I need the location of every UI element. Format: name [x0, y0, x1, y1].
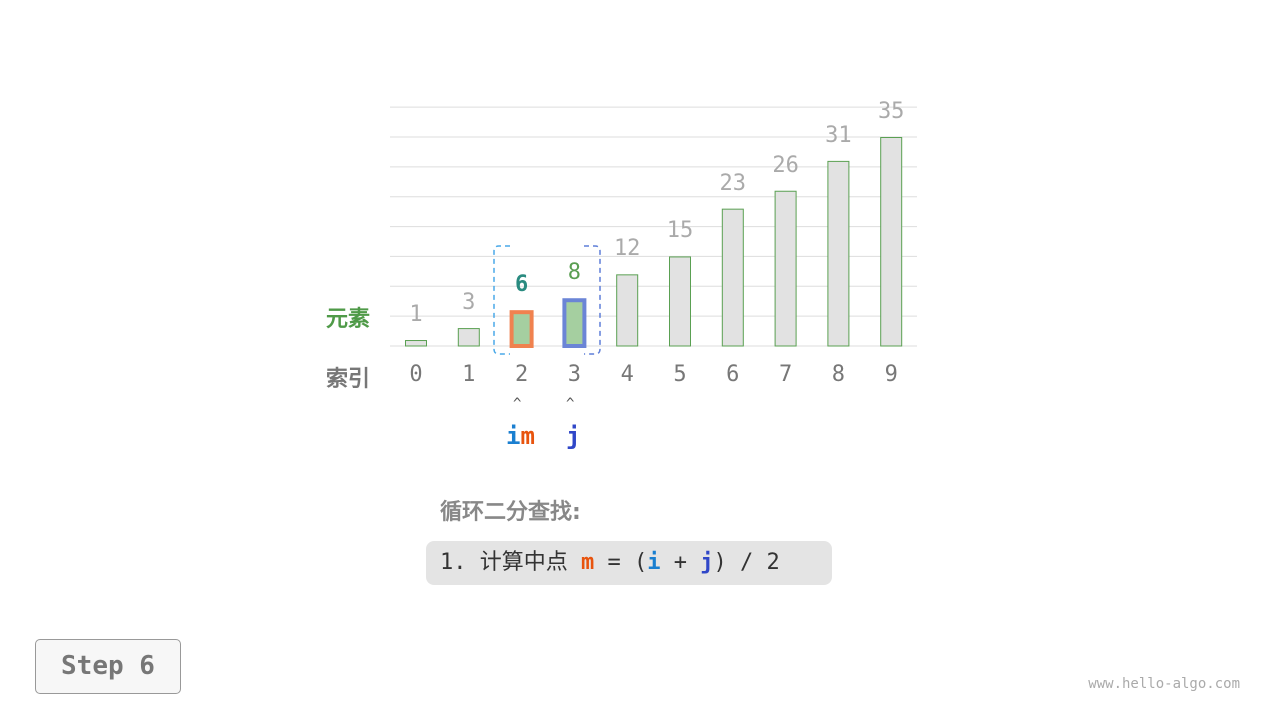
- array-bar: [616, 274, 639, 347]
- index-value: 8: [831, 362, 846, 387]
- index-value: 7: [778, 362, 793, 387]
- formula-eq: = (: [594, 550, 648, 575]
- formula-plus: +: [660, 550, 701, 575]
- element-value: 26: [772, 152, 799, 178]
- array-bar: [774, 190, 797, 347]
- element-value: 3: [462, 290, 476, 316]
- formula-i: i: [647, 550, 661, 575]
- element-value: 23: [719, 170, 747, 196]
- i-pointer-arrow-icon: ^: [513, 396, 522, 412]
- element-value: 31: [825, 122, 852, 148]
- index-value: 2: [514, 362, 529, 387]
- index-value: 3: [567, 362, 582, 387]
- pointer-m: m: [520, 422, 535, 450]
- step-button[interactable]: Step 6: [35, 639, 181, 694]
- element-value: 35: [877, 99, 905, 124]
- index-value: 9: [884, 362, 898, 387]
- formula-prefix: 1. 计算中点: [440, 550, 581, 575]
- index-value: 1: [462, 362, 476, 387]
- index-value: 0: [409, 362, 423, 387]
- array-bar: [721, 208, 744, 347]
- formula-j: j: [700, 550, 714, 575]
- array-bar: [880, 137, 903, 347]
- element-value: 8: [567, 260, 582, 286]
- element-value: 6: [514, 272, 529, 298]
- array-bar: [457, 328, 480, 347]
- array-bar: [562, 298, 587, 349]
- array-bar: [669, 256, 691, 347]
- element-value: 15: [666, 218, 694, 244]
- search-range-right-bracket: [584, 245, 601, 355]
- formula-suffix: ) / 2: [713, 550, 780, 575]
- watermark: www.hello-algo.com: [1088, 676, 1240, 692]
- element-value: 1: [409, 302, 423, 328]
- step-formula: 1. 计算中点 m = (i + j) / 2: [426, 541, 832, 585]
- array-bar: [405, 340, 427, 347]
- pointer-im: im: [506, 422, 535, 450]
- index-value: 4: [620, 362, 634, 387]
- array-bar: [509, 310, 534, 348]
- algorithm-title: 循环二分查找:: [440, 500, 581, 525]
- pointer-j: j: [566, 422, 581, 450]
- formula-m: m: [580, 550, 595, 575]
- j-pointer-arrow-icon: ^: [566, 396, 575, 412]
- pointer-i: i: [506, 422, 521, 450]
- element-value: 12: [613, 236, 641, 262]
- search-range-left-bracket: [493, 245, 510, 355]
- element-label: 元素: [326, 307, 371, 332]
- index-value: 5: [673, 362, 687, 387]
- array-bar: [827, 160, 850, 347]
- index-value: 6: [726, 362, 740, 387]
- index-label: 索引: [326, 367, 371, 392]
